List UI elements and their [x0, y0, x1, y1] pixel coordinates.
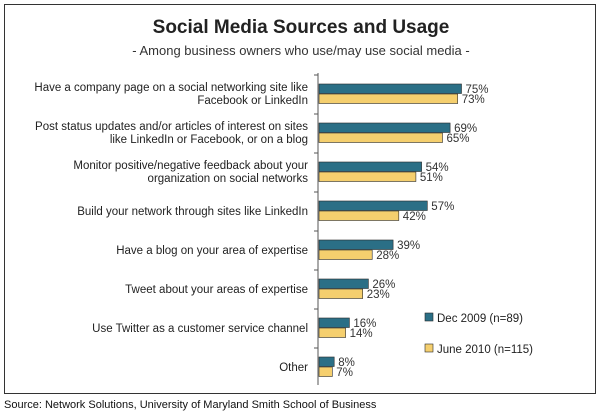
bar-dec-2009 — [318, 200, 428, 211]
bar-chart: Have a company page on a social networki… — [34, 73, 533, 385]
category-label: Other — [279, 362, 308, 374]
value-label: 73% — [462, 94, 485, 106]
category-label: Monitor positive/negative feedback about… — [73, 160, 308, 185]
category-label: Have a company page on a social networki… — [34, 82, 308, 107]
value-label: 42% — [403, 211, 426, 223]
bar-dec-2009 — [318, 83, 462, 94]
bar-dec-2009 — [318, 122, 451, 133]
bar-dec-2009 — [318, 161, 422, 172]
legend-label: June 2010 (n=115) — [437, 344, 533, 356]
value-label: 54% — [426, 162, 449, 174]
bar-june-2010 — [318, 327, 346, 338]
bar-june-2010 — [318, 93, 458, 104]
chart-title: Social Media Sources and Usage — [152, 17, 450, 38]
value-label: 65% — [447, 133, 470, 145]
bar-dec-2009 — [318, 239, 394, 250]
chart-subtitle: - Among business owners who use/may use … — [132, 43, 470, 58]
source-note: Source: Network Solutions, University of… — [4, 399, 377, 411]
chart-frame: Social Media Sources and Usage - Among b… — [4, 4, 596, 394]
value-label: 26% — [372, 279, 395, 291]
bar-dec-2009 — [318, 356, 335, 367]
value-label: 8% — [338, 357, 355, 369]
legend-swatch-june-2010 — [424, 343, 434, 353]
legend-swatch-dec-2009 — [424, 312, 434, 322]
bar-june-2010 — [318, 210, 400, 221]
bar-june-2010 — [318, 132, 443, 143]
value-label: 28% — [376, 250, 399, 262]
value-label: 16% — [353, 318, 376, 330]
bar-june-2010 — [318, 288, 364, 299]
category-label: Have a blog on your area of expertise — [116, 245, 308, 257]
category-label: Tweet about your areas of expertise — [125, 284, 308, 296]
category-label: Build your network through sites like Li… — [77, 206, 308, 218]
legend-label: Dec 2009 (n=89) — [437, 313, 523, 325]
bar-june-2010 — [318, 366, 333, 377]
category-label: Use Twitter as a customer service channe… — [92, 323, 308, 335]
bar-dec-2009 — [318, 317, 350, 328]
value-label: 75% — [466, 84, 489, 96]
category-label: Post status updates and/or articles of i… — [35, 121, 308, 146]
bar-dec-2009 — [318, 278, 369, 289]
value-label: 23% — [367, 289, 390, 301]
bar-june-2010 — [318, 171, 417, 182]
value-label: 39% — [397, 240, 420, 252]
value-label: 51% — [420, 172, 443, 184]
value-label: 7% — [336, 367, 353, 379]
bar-june-2010 — [318, 249, 373, 260]
value-label: 14% — [350, 328, 373, 340]
value-label: 57% — [431, 201, 454, 213]
value-label: 69% — [454, 123, 477, 135]
